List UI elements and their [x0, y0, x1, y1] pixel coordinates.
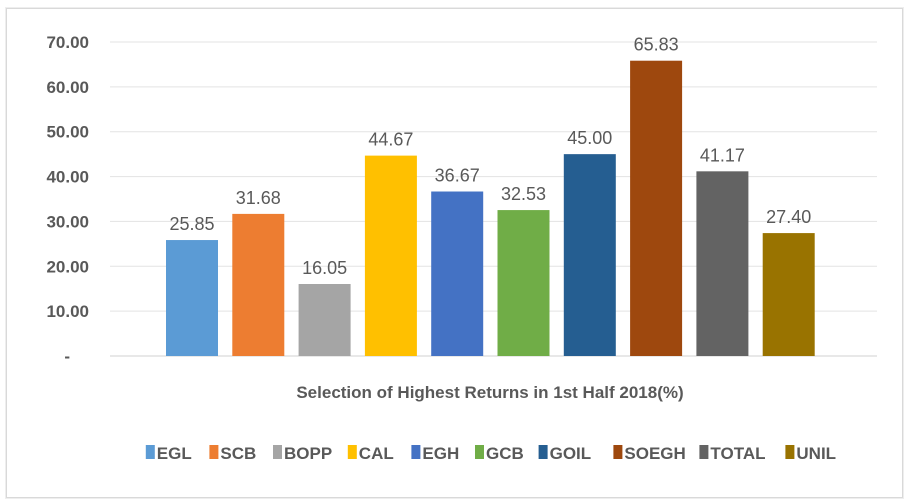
legend-swatch-egh [411, 445, 421, 459]
legend-swatch-unil [785, 445, 795, 459]
bar-goil [563, 154, 616, 356]
legend-label-gcb: GCB [486, 444, 524, 463]
bar-bopp [298, 284, 351, 356]
y-tick-label: 40.00 [46, 168, 89, 187]
legend-swatch-goil [538, 445, 548, 459]
bar-gcb [497, 210, 550, 356]
bar-soegh [630, 60, 683, 356]
bar-cal [364, 155, 417, 356]
legend-swatch-cal [347, 445, 357, 459]
legend-label-total: TOTAL [710, 444, 765, 463]
y-tick-label: 20.00 [46, 257, 89, 276]
legend-swatch-soegh [613, 445, 623, 459]
y-tick-label: 50.00 [46, 123, 89, 142]
bar-scb [232, 213, 285, 356]
y-tick-label: 30.00 [46, 212, 89, 231]
y-tick-label: 70.00 [46, 33, 89, 52]
legend-swatch-egl [145, 445, 155, 459]
data-label: 45.00 [567, 128, 612, 148]
legend-swatch-bopp [273, 445, 282, 459]
y-tick-label: - [64, 347, 70, 366]
chart-frame [6, 8, 903, 498]
data-label: 32.53 [501, 184, 546, 204]
legend-label-goil: GOIL [550, 444, 592, 463]
data-label: 41.17 [700, 145, 745, 165]
data-label: 27.40 [766, 207, 811, 227]
legend-label-egl: EGL [157, 444, 192, 463]
data-label: 16.05 [302, 258, 347, 278]
legend-swatch-gcb [475, 445, 484, 459]
data-label: 25.85 [169, 214, 214, 234]
legend-label-scb: SCB [220, 444, 256, 463]
legend-label-unil: UNIL [796, 444, 836, 463]
legend-swatch-scb [209, 445, 219, 459]
y-tick-label: 60.00 [46, 78, 89, 97]
bar-egh [431, 191, 484, 356]
legend-label-soegh: SOEGH [624, 444, 685, 463]
data-label: 36.67 [435, 166, 480, 186]
bar-unil [762, 233, 815, 356]
bar-total [696, 171, 749, 356]
data-label: 65.83 [634, 35, 679, 55]
data-label: 44.67 [368, 130, 413, 150]
legend-label-cal: CAL [359, 444, 394, 463]
category-axis-label: Selection of Highest Returns in 1st Half… [296, 383, 683, 402]
bar-egl [166, 240, 218, 356]
legend-label-bopp: BOPP [284, 444, 332, 463]
legend-label-egh: EGH [422, 444, 459, 463]
y-tick-label: 10.00 [46, 302, 89, 321]
data-label: 31.68 [236, 188, 281, 208]
legend-swatch-total [699, 445, 709, 459]
